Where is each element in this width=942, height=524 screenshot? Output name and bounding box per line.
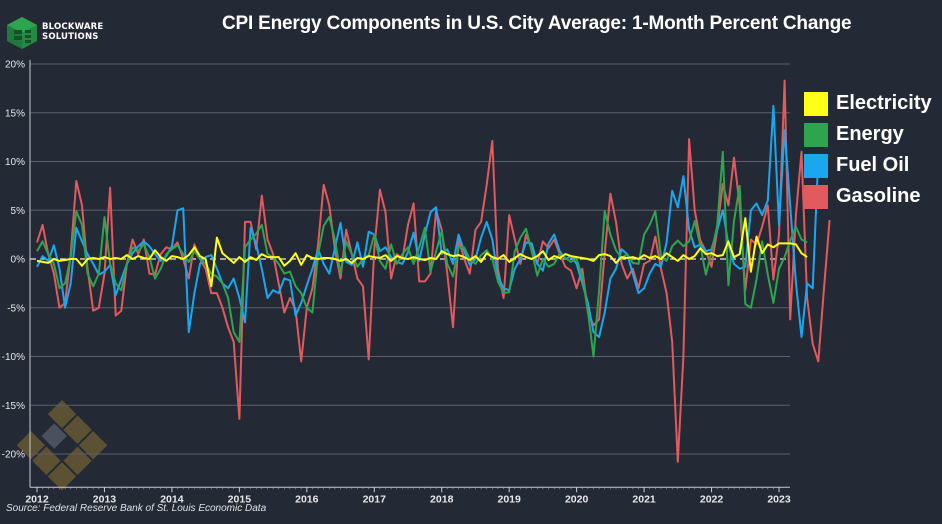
series-line-energy bbox=[36, 150, 808, 358]
legend-swatch-fuel-oil bbox=[804, 153, 828, 178]
legend: Electricity Energy Fuel Oil Gasoline bbox=[804, 88, 932, 212]
x-tick-label: 2014 bbox=[160, 493, 184, 505]
series-line-gasoline bbox=[36, 79, 831, 463]
brand-logo: BLOCKWARE SOLUTIONS bbox=[6, 16, 126, 52]
y-tick-label: -10% bbox=[2, 352, 25, 363]
x-tick-label: 2019 bbox=[498, 493, 522, 505]
x-axis: 2012 2013 2014 2015 2016 2017 2018 2019 2020 2021… bbox=[25, 486, 791, 505]
legend-swatch-gasoline bbox=[804, 184, 828, 209]
y-tick-label: 0% bbox=[11, 255, 26, 266]
legend-label: Energy bbox=[836, 123, 904, 145]
legend-swatch-electricity bbox=[804, 91, 828, 116]
series-line-electricity bbox=[36, 217, 808, 288]
y-tick-label: 20% bbox=[5, 60, 25, 71]
legend-item-electricity[interactable]: Electricity bbox=[804, 88, 932, 119]
x-tick-label: 2022 bbox=[700, 493, 724, 505]
x-tick-label: 2015 bbox=[228, 493, 252, 505]
legend-label: Gasoline bbox=[836, 185, 921, 207]
source-note: Source: Federal Reserve Bank of St. Loui… bbox=[6, 503, 267, 514]
blockware-cube-icon bbox=[7, 17, 37, 49]
x-tick-label: 2021 bbox=[632, 493, 656, 505]
series-line-fuel-oil bbox=[36, 104, 820, 338]
legend-label: Fuel Oil bbox=[836, 154, 910, 176]
y-tick-label: 10% bbox=[5, 157, 25, 168]
y-tick-label: -5% bbox=[7, 303, 25, 314]
chart-title: CPI Energy Components in U.S. City Avera… bbox=[222, 13, 852, 34]
legend-swatch-energy bbox=[804, 122, 828, 147]
x-tick-label: 2012 bbox=[25, 493, 49, 505]
x-tick-label: 2013 bbox=[93, 493, 117, 505]
brand-name: BLOCKWARE SOLUTIONS bbox=[42, 22, 103, 42]
legend-item-energy[interactable]: Energy bbox=[804, 119, 932, 150]
x-tick-label: 2017 bbox=[363, 493, 387, 505]
y-tick-label: -20% bbox=[2, 450, 25, 461]
y-tick-label: 15% bbox=[5, 108, 25, 119]
legend-item-gasoline[interactable]: Gasoline bbox=[804, 181, 932, 212]
y-axis-ticks: 20% 15% 10% 5% 0% -5% -10% -15% -20% bbox=[2, 60, 25, 461]
y-tick-label: -15% bbox=[2, 401, 25, 412]
brand-name-line1: BLOCKWARE bbox=[42, 22, 104, 32]
x-tick-label: 2020 bbox=[565, 493, 589, 505]
y-tick-label: 5% bbox=[11, 206, 26, 217]
legend-item-fuel-oil[interactable]: Fuel Oil bbox=[804, 150, 932, 181]
series-lines bbox=[36, 79, 831, 463]
legend-label: Electricity bbox=[836, 92, 932, 114]
x-tick-label: 2023 bbox=[767, 493, 791, 505]
x-tick-label: 2016 bbox=[295, 493, 319, 505]
x-tick-label: 2018 bbox=[430, 493, 454, 505]
brand-name-line2: SOLUTIONS bbox=[42, 32, 99, 42]
